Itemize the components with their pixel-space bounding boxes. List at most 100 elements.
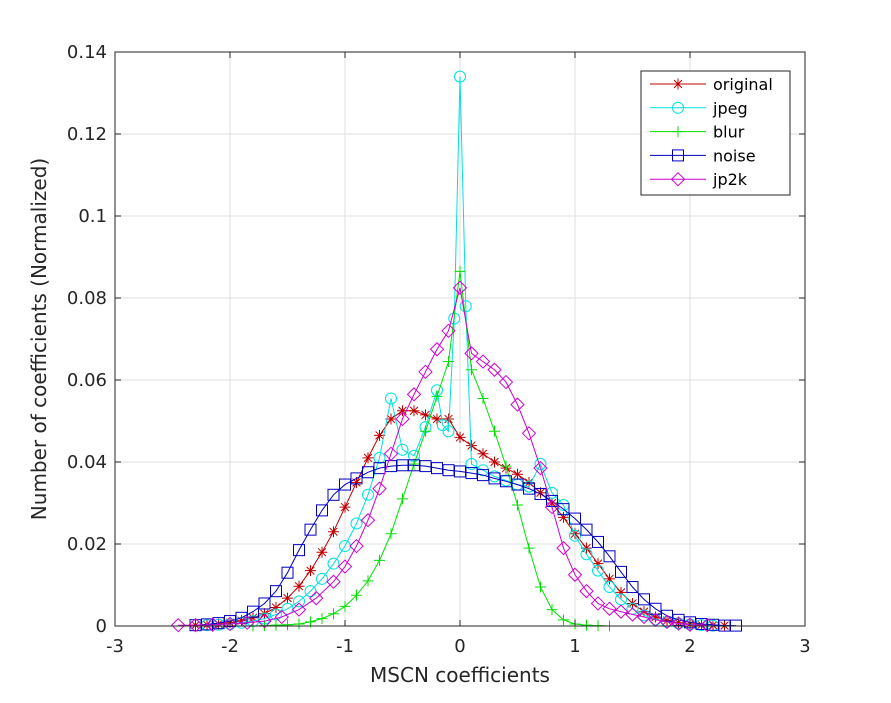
point-blur [546, 604, 558, 616]
point-jp2k [171, 617, 186, 633]
point-blur [443, 356, 454, 368]
point-noise [603, 550, 616, 563]
point-jp2k [498, 374, 514, 390]
point-original [615, 586, 627, 598]
point-noise [580, 523, 593, 536]
point-jpeg [465, 458, 478, 471]
x-tick-label: -2 [221, 636, 239, 657]
point-original [351, 477, 362, 488]
point-jp2k [291, 602, 307, 617]
legend-item-jpeg: jpeg [650, 99, 748, 118]
point-jp2k [602, 601, 617, 616]
point-noise [316, 504, 328, 517]
series-line-jpeg [206, 76, 714, 627]
point-jpeg [385, 392, 397, 405]
legend-marker [672, 126, 684, 138]
legend-item-blur: blur [650, 123, 745, 142]
point-original [236, 615, 247, 627]
point-blur [466, 364, 477, 376]
point-noise [293, 544, 305, 557]
point-jp2k [429, 342, 445, 357]
point-jp2k [240, 615, 255, 630]
point-blur [270, 619, 282, 631]
point-jpeg [603, 581, 616, 594]
legend-label: blur [713, 123, 745, 142]
point-original [512, 468, 523, 480]
point-blur [362, 575, 374, 587]
point-jp2k [418, 364, 433, 380]
point-blur [523, 542, 535, 554]
point-jp2k [544, 499, 560, 515]
point-noise [339, 478, 351, 491]
point-blur [512, 499, 523, 511]
point-original [673, 617, 684, 629]
point-jp2k [671, 616, 686, 631]
point-original [546, 497, 558, 509]
axis-ticks: -3 -2 -1 0 1 2 3 0 0.02 0.04 0.06 0.08 0.1 0.12 0.14 [67, 42, 811, 657]
point-jpeg [373, 451, 386, 464]
point-original [408, 405, 420, 417]
point-original [569, 528, 581, 540]
point-blur [374, 554, 385, 566]
point-jp2k [510, 397, 525, 412]
point-jp2k [441, 323, 456, 339]
point-jp2k [349, 538, 364, 554]
point-jp2k [326, 574, 341, 589]
point-jpeg [316, 572, 328, 585]
x-axis-label: MSCN coefficients [370, 663, 550, 687]
point-jp2k [682, 617, 698, 632]
point-jpeg [327, 557, 340, 570]
point-noise [615, 565, 627, 578]
point-original [604, 573, 615, 585]
point-blur [408, 458, 420, 470]
x-tick-label: 2 [684, 636, 695, 657]
point-blur [535, 581, 546, 593]
point-blur [581, 619, 592, 631]
point-jp2k [372, 481, 387, 496]
point-noise [247, 605, 259, 618]
point-blur [385, 528, 397, 540]
point-noise [350, 472, 363, 485]
point-noise [638, 593, 650, 606]
legend-box [640, 70, 791, 196]
legend-item-noise: noise [650, 146, 756, 165]
point-blur [500, 460, 512, 472]
x-tick-label: -1 [336, 636, 354, 657]
point-blur [339, 600, 351, 612]
point-jp2k [452, 280, 468, 295]
point-original [316, 546, 328, 558]
legend-marker [670, 171, 686, 187]
point-jp2k [406, 387, 422, 402]
y-tick-label: 0.12 [67, 124, 107, 145]
y-tick-label: 0.14 [67, 42, 107, 63]
point-original [420, 409, 431, 421]
legend-item-jp2k: jp2k [650, 170, 748, 189]
point-jpeg [569, 529, 581, 542]
point-jp2k [700, 617, 715, 633]
point-jp2k [567, 567, 583, 582]
point-jpeg [454, 70, 466, 83]
point-blur [420, 425, 431, 437]
point-original [535, 487, 546, 499]
legend-item-original: original [650, 75, 773, 94]
point-jpeg [442, 425, 455, 438]
point-original [592, 558, 604, 570]
point-original [431, 413, 443, 425]
point-jp2k [579, 583, 594, 599]
point-blur [328, 608, 339, 620]
series-jp2k [171, 280, 715, 633]
point-jp2k [613, 604, 629, 619]
point-original [270, 602, 282, 614]
point-original [638, 606, 650, 618]
point-blur [454, 265, 466, 277]
point-original [397, 405, 408, 417]
series-layer [171, 70, 742, 633]
point-blur [351, 589, 362, 601]
point-original [374, 429, 385, 441]
point-original [661, 615, 673, 627]
point-noise [258, 597, 271, 610]
point-jp2k [222, 616, 238, 632]
y-tick-label: 0.1 [78, 206, 107, 227]
point-original [581, 542, 592, 554]
point-jp2k [188, 617, 203, 633]
